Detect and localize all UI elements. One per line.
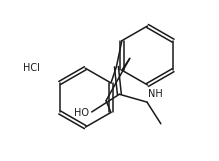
Text: HCl: HCl: [23, 63, 40, 73]
Text: NH: NH: [148, 89, 163, 99]
Text: HO: HO: [74, 108, 89, 118]
